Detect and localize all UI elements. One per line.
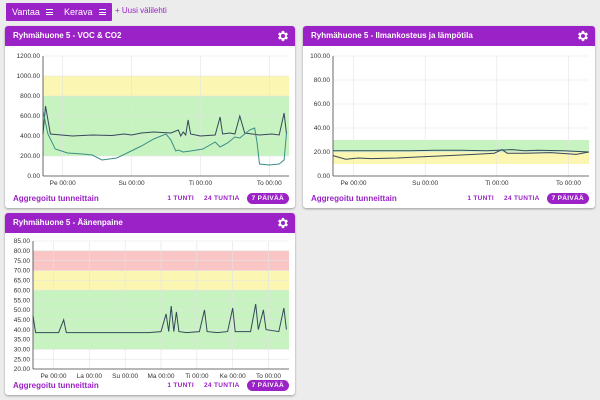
y-tick-label: 55.00 [14,297,31,304]
y-tick-label: 80.00 [314,77,331,84]
range-1h-button[interactable]: 1 TUNTI [167,195,195,202]
menu-icon[interactable] [98,9,106,16]
aggregate-link[interactable]: Aggregoitu tunneittain [13,381,99,390]
series-line-0 [32,303,287,334]
y-tick-label: 40.00 [14,327,31,334]
tab-vantaa-label: Vantaa [12,7,40,17]
y-tick-label: 0.00 [27,173,40,180]
y-tick-label: 20.00 [14,366,31,373]
gear-icon[interactable] [276,216,290,230]
card-title: Ryhmähuone 5 - VOC & CO2 [5,26,295,46]
y-tick-label: 70.00 [14,268,31,275]
aggregate-link[interactable]: Aggregoitu tunneittain [13,194,99,203]
threshold-band-yellow [43,76,289,96]
y-tick-label: 600.00 [20,113,40,120]
x-tick-label: Ti 00:00 [185,373,209,379]
y-tick-label: 1000.00 [17,73,41,80]
threshold-band-green [333,140,589,152]
x-tick-label: To 00:00 [257,180,282,187]
chart-card-voc-co2: Ryhmähuone 5 - VOC & CO2 0.00 200.00 400.0… [5,26,295,208]
threshold-band-yellow [333,152,589,164]
x-tick-label: Ke 00:00 [220,373,246,379]
card-footer: Aggregoitu tunneittain 1 TUNTI 24 TUNTIA… [303,192,595,208]
y-tick-label: 1200.00 [17,53,41,60]
gear-icon[interactable] [276,29,290,43]
range-7d-button[interactable]: 7 PÄIVÄÄ [246,193,289,204]
x-tick-label: Pe 00:00 [50,180,76,187]
y-tick-label: 40.00 [314,125,331,132]
y-tick-label: 0.00 [317,173,330,180]
x-tick-label: Ma 00:00 [147,373,174,379]
series-line-1 [332,149,590,160]
x-tick-label: Su 00:00 [119,180,145,187]
threshold-band-green [43,96,289,156]
y-tick-label: 45.00 [14,317,31,324]
card-footer: Aggregoitu tunneittain 1 TUNTI 24 TUNTIA… [5,192,295,208]
chart-sound-pressure: 20.00 25.00 30.00 35.00 40.00 45.00 50.00 55.00… [14,238,289,379]
y-tick-label: 400.00 [20,133,40,140]
y-tick-label: 60.00 [314,101,331,108]
card-title: Ryhmähuone 5 - Ilmankosteus ja lämpötila [303,26,595,46]
x-tick-label: Su 00:00 [112,373,138,379]
y-tick-label: 60.00 [14,287,31,294]
y-tick-label: 65.00 [14,278,31,285]
x-tick-label: Ti 00:00 [189,180,213,187]
top-tab-bar: Vantaa Kerava + Uusi välilehti [0,0,600,26]
y-tick-label: 100.00 [310,53,330,60]
y-tick-label: 75.00 [14,258,31,265]
y-tick-label: 35.00 [14,337,31,344]
series-line-0 [42,105,287,138]
x-tick-label: Pe 00:00 [340,180,366,187]
y-tick-label: 25.00 [14,356,31,363]
x-tick-label: Pe 00:00 [40,373,66,379]
range-24h-button[interactable]: 24 TUNTIA [204,195,240,202]
y-tick-label: 20.00 [314,149,331,156]
x-tick-label: To 00:00 [556,180,581,187]
chart-humidity-temp: 0.00 20.00 40.00 60.00 80.00 100.00 Pe 00:00 Su… [310,53,590,187]
y-tick-label: 800.00 [20,93,40,100]
range-24h-button[interactable]: 24 TUNTIA [504,195,540,202]
chart-card-sound-pressure: Ryhmähuone 5 - Äänenpaine 20.00 25.00 30.0… [5,213,295,395]
y-tick-label: 50.00 [14,307,31,314]
x-tick-label: La 00:00 [77,373,103,379]
y-tick-label: 80.00 [14,248,31,255]
series-line-1 [42,110,287,166]
x-tick-label: Su 00:00 [412,180,438,187]
tab-vantaa[interactable]: Vantaa [6,3,59,21]
card-title: Ryhmähuone 5 - Äänenpaine [5,213,295,233]
x-tick-label: To 00:00 [256,373,281,379]
x-tick-label: Ti 00:00 [485,180,509,187]
y-tick-label: 30.00 [14,347,31,354]
menu-icon[interactable] [45,9,53,16]
range-1h-button[interactable]: 1 TUNTI [167,382,195,389]
chart-voc-co2: 0.00 200.00 400.00 600.00 800.00 1000.00 1200.… [17,53,289,187]
card-footer: Aggregoitu tunneittain 1 TUNTI 24 TUNTIA… [5,379,295,395]
gear-icon[interactable] [576,29,590,43]
tab-kerava-label: Kerava [64,7,93,17]
range-1h-button[interactable]: 1 TUNTI [467,195,495,202]
y-tick-label: 85.00 [14,238,31,245]
new-tab-link[interactable]: + Uusi välilehti [115,6,167,15]
range-7d-button[interactable]: 7 PÄIVÄÄ [546,193,589,204]
y-tick-label: 200.00 [20,153,40,160]
tab-kerava[interactable]: Kerava [58,3,112,21]
aggregate-link[interactable]: Aggregoitu tunneittain [311,194,397,203]
range-24h-button[interactable]: 24 TUNTIA [204,382,240,389]
range-7d-button[interactable]: 7 PÄIVÄÄ [246,380,289,391]
series-line-0 [333,149,590,153]
chart-card-humidity-temp: Ryhmähuone 5 - Ilmankosteus ja lämpötila… [303,26,595,208]
